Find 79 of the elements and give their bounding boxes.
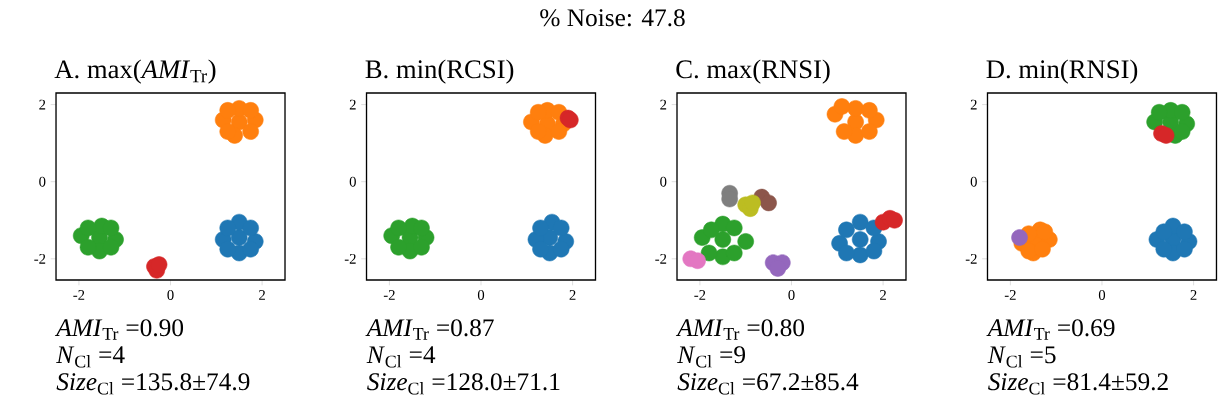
point [861,123,878,140]
text: N$_{Cl}$ =4 [56,346,125,368]
text: Size$_{Cl}$ =128.0±71.1 [367,373,560,395]
y-tick-label: -2 [344,253,356,264]
y-tick-label: 2 [660,99,667,110]
x-tick-label: -2 [1004,290,1016,300]
chart-title: D. min(RNSI) [986,59,1138,84]
point [552,219,570,237]
point [219,102,237,119]
y-tick-label: 2 [39,99,46,110]
chart-subtitle: B. min(RCSI) [365,59,514,84]
y-tick-label: 0 [660,176,667,187]
x-tick-label: -2 [73,290,85,300]
x-tick-label: 0 [1098,290,1106,300]
point [700,244,718,262]
point [835,123,853,140]
point [703,221,720,239]
point [242,219,259,237]
y-tick-label: 0 [39,176,46,187]
point [242,102,259,119]
text: Size$_{Cl}$ =81.4±59.2 [988,373,1168,395]
point [219,240,237,258]
y-tick-label: -2 [655,253,667,264]
y-tick-label: -2 [34,253,46,264]
x-tick-label: 2 [1190,290,1197,300]
x-tick-label: 2 [569,290,576,300]
text: N$_{Cl}$ =5 [987,346,1056,368]
point [552,240,570,258]
text: AMI$_{Tr}$ =0.90 [54,319,184,340]
text: N$_{Cl}$ =9 [677,346,746,368]
point [79,219,97,237]
point [219,219,237,237]
point [851,231,869,248]
point [242,123,259,140]
point [1011,229,1028,246]
point [102,238,120,256]
text: AMI$_{Tr}$ =0.69 [986,319,1115,340]
point [865,242,883,260]
x-tick-label: 2 [259,290,265,300]
point [760,194,777,212]
point [390,238,407,256]
point [737,233,754,250]
point [833,98,851,115]
y-tick-label: -2 [965,253,977,264]
point [413,238,430,256]
point [532,219,549,237]
point [1176,240,1193,258]
text: N$_{Cl}$ =4 [366,346,436,368]
point [532,240,549,258]
text: Size$_{Cl}$ =135.8±74.9 [56,373,250,395]
y-tick-label: 2 [970,99,977,110]
point [725,219,743,237]
point [725,244,743,262]
x-tick-label: -2 [694,290,706,300]
point [1176,223,1193,241]
y-tick-label: 2 [349,99,356,110]
y-tick-label: 0 [349,176,356,187]
text: AMI$_{Tr}$ =0.80 [675,319,805,340]
chart-title: A. max(AMI$_{Tr}$) [54,59,216,84]
x-tick-label: 0 [167,290,174,300]
x-tick-label: -2 [383,290,395,300]
point [838,221,855,239]
chart-title: % Noise: 47.8 [540,9,685,27]
x-tick-label: 0 [788,290,795,300]
text: Size$_{Cl}$ =67.2±85.4 [677,373,859,395]
point [851,213,869,231]
point [550,123,568,140]
point [390,219,407,237]
chart-title: C. max(RNSI) [676,59,830,84]
point [79,238,97,256]
point [838,244,855,262]
point [242,240,259,258]
text: AMI$_{Tr}$ =0.87 [365,319,494,340]
point [714,231,732,248]
y-tick-label: 0 [970,176,977,187]
point [861,102,878,119]
point [689,252,706,269]
x-tick-label: 2 [880,290,886,300]
x-tick-label: 0 [477,290,485,300]
